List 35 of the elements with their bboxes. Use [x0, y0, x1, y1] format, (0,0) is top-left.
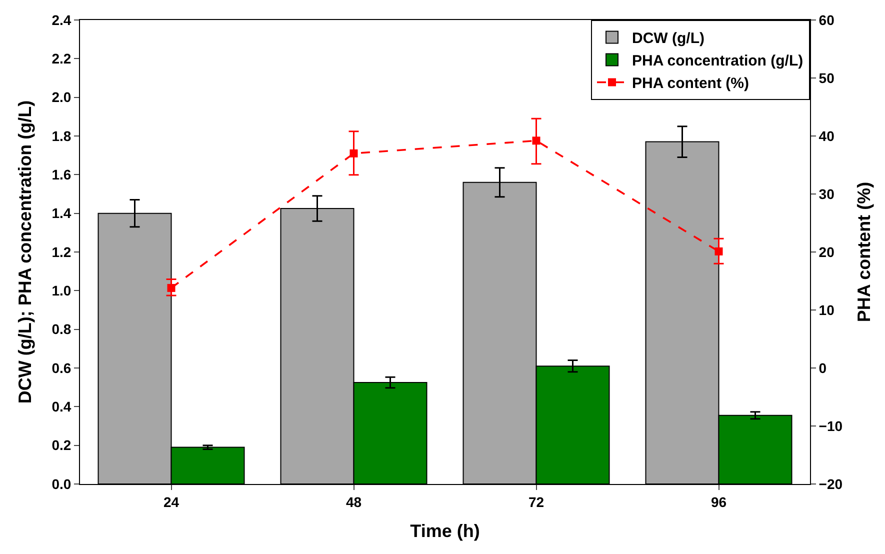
y-axis-title: DCW (g/L); PHA concentration (g/L) — [14, 100, 35, 404]
y-tick-label: 2.0 — [52, 89, 72, 106]
point — [714, 247, 723, 256]
y-tick-label: 1.2 — [52, 244, 72, 260]
y-tick-label: 2.2 — [52, 50, 72, 67]
y2-tick-label: −20 — [818, 476, 843, 492]
y-tick-label: 0.8 — [52, 321, 72, 338]
y2-tick-label: −10 — [818, 418, 843, 434]
point — [532, 136, 540, 145]
y-tick-label: 1.0 — [52, 282, 72, 299]
x-tick-label: 24 — [163, 494, 180, 510]
y2-tick-label: 30 — [818, 186, 835, 202]
y-tick-label: 1.8 — [52, 128, 72, 144]
legend-label: DCW (g/L) — [632, 30, 704, 48]
y-tick-label: 0.4 — [52, 398, 72, 415]
y2-tick-label: 0 — [818, 360, 827, 376]
y-tick-label: 1.4 — [52, 205, 72, 222]
legend-label: PHA content (%) — [632, 75, 749, 92]
y2-axis-title: PHA content (%) — [854, 182, 874, 322]
y2-tick-label: 40 — [818, 128, 835, 144]
point — [350, 149, 358, 158]
x-tick-label: 48 — [346, 494, 362, 510]
y2-tick-label: 50 — [818, 70, 835, 86]
x-axis-title: Time (h) — [410, 520, 480, 541]
y-tick-label: 0.6 — [52, 360, 72, 376]
x-tick-label: 96 — [710, 494, 727, 510]
x-tick-label: 72 — [528, 494, 544, 510]
legend-label: PHA concentration (g/L) — [632, 52, 804, 70]
y-tick-label: 0.0 — [52, 476, 72, 492]
y-tick-label: 1.6 — [52, 166, 72, 183]
y2-tick-label: 10 — [818, 302, 835, 318]
y-tick-label: 2.4 — [52, 12, 72, 28]
y-tick-label: 0.2 — [52, 437, 72, 454]
y2-tick-label: 60 — [818, 12, 835, 28]
y2-tick-label: 20 — [818, 244, 835, 260]
